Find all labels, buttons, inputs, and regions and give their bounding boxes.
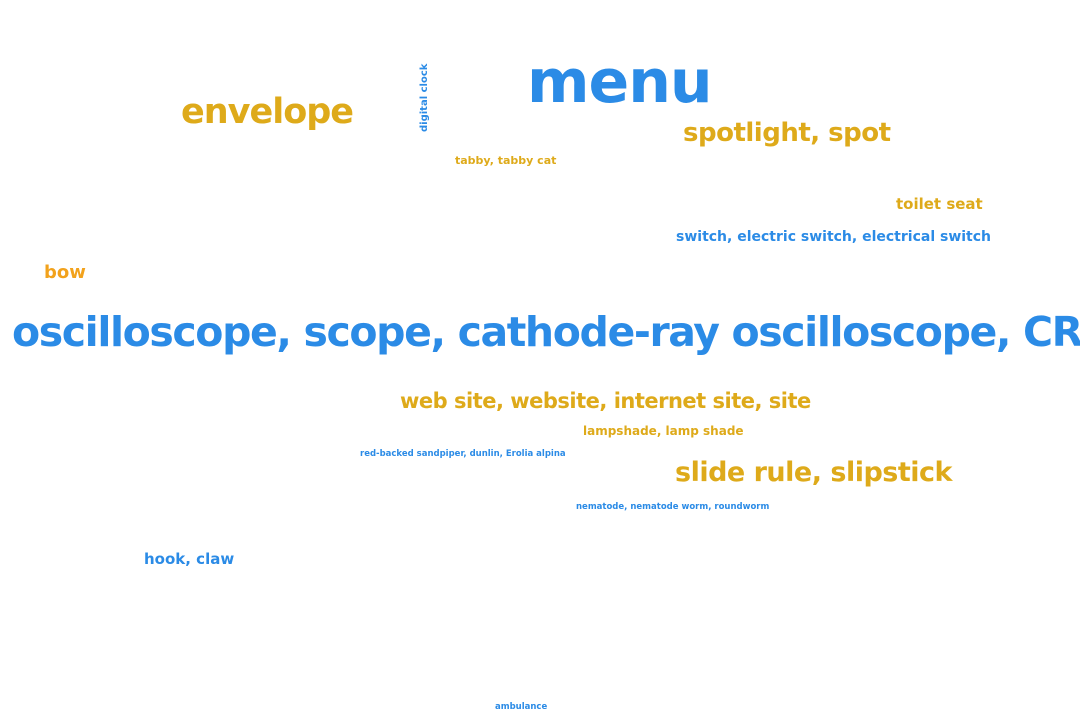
word-hook: hook, claw xyxy=(144,550,235,568)
word-lampshade: lampshade, lamp shade xyxy=(583,424,744,438)
word-ambulance: ambulance xyxy=(495,702,548,712)
word-tabby: tabby, tabby cat xyxy=(455,154,557,167)
word-website: web site, website, internet site, site xyxy=(400,389,811,413)
word-spotlight: spotlight, spot xyxy=(683,118,891,148)
word-slide-rule: slide rule, slipstick xyxy=(675,457,952,488)
word-envelope: envelope xyxy=(181,92,354,132)
word-menu: menu xyxy=(527,47,713,117)
word-nematode: nematode, nematode worm, roundworm xyxy=(576,502,770,512)
word-digital-clock: digital clock xyxy=(419,63,430,132)
word-sandpiper: red-backed sandpiper, dunlin, Erolia alp… xyxy=(360,449,566,459)
word-switch: switch, electric switch, electrical swit… xyxy=(676,229,992,245)
word-bow: bow xyxy=(44,262,86,283)
word-oscilloscope: oscilloscope, scope, cathode-ray oscillo… xyxy=(12,308,1080,356)
word-toilet-seat: toilet seat xyxy=(896,195,983,213)
